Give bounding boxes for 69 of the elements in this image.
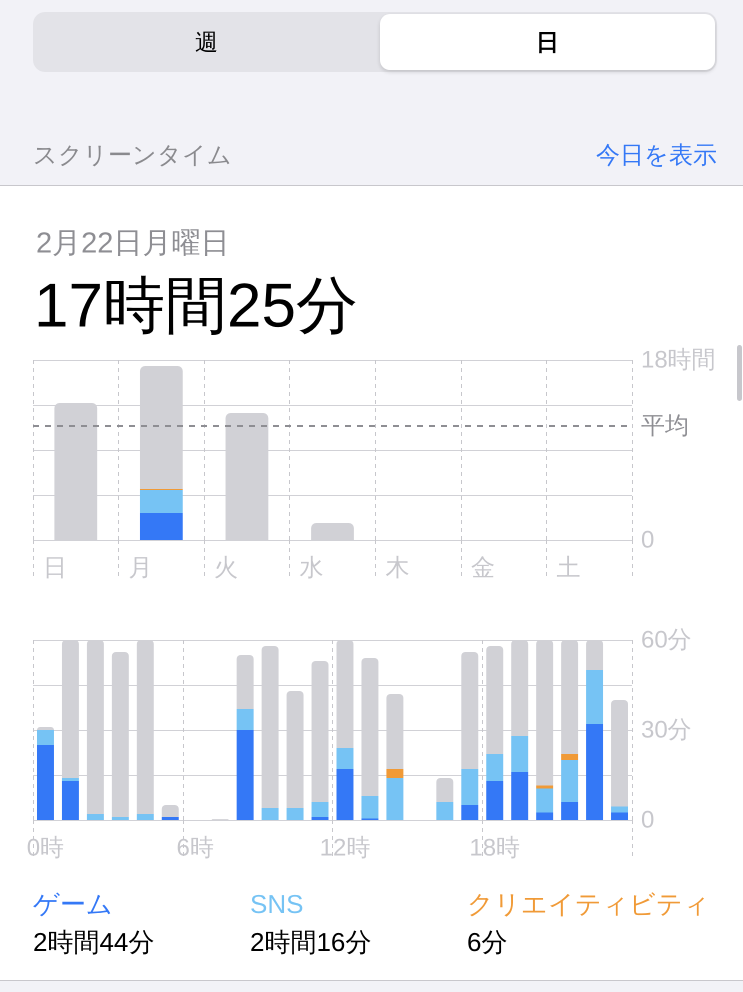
text: 6分 [467,926,508,959]
bar [436,778,454,802]
bar [461,769,478,805]
text: 2時間44分 [33,926,154,959]
x-tick-label: 日 [43,554,67,582]
bar [262,808,279,820]
bar [136,814,154,820]
chart-subtitle: 2月22日月曜日 [36,228,230,260]
y-tick-label: 0 [641,806,654,834]
bar [536,786,554,788]
x-tick-label: 12時 [320,834,370,862]
bar [461,805,478,820]
bar [140,513,183,540]
bar [586,670,604,724]
x-tick-label: 6時 [176,834,214,862]
x-tick-label: 月 [128,554,153,582]
bar [561,760,578,802]
bar [536,812,554,820]
bar [586,724,604,820]
bar [511,736,528,772]
text: クリエイティビティ [467,888,710,921]
bar [162,805,179,817]
bar [361,796,378,818]
bar [436,802,454,820]
bar [162,817,179,820]
bar [236,730,254,820]
x-tick-label: 18時 [469,834,520,862]
bar [112,817,129,820]
y-tick-label: 0 [641,526,654,554]
bar [511,772,528,820]
text: SNS [250,888,304,921]
bar [561,802,578,820]
bar [140,490,183,513]
bar [36,730,54,745]
y-tick-label: 18時間 [641,346,716,374]
bar [312,817,329,820]
chart-title: 17時間25分 [34,272,358,340]
bar [86,814,104,820]
text: 日 [536,28,559,57]
y-tick-label: 60分 [641,626,692,654]
text: ゲーム [33,888,113,921]
text: 今日を表示 [596,141,717,171]
bar [536,788,554,812]
x-tick-label: 火 [214,554,238,582]
bar [611,812,628,820]
bar [36,745,54,820]
text: スクリーンタイム [33,141,232,171]
bar [561,754,578,760]
bar [62,781,79,820]
bar [62,778,79,781]
x-tick-label: 金 [470,554,495,582]
bar [386,778,404,820]
text: 2時間16分 [250,926,372,959]
x-tick-label: 土 [556,554,580,582]
bar [286,808,304,820]
x-tick-label: 水 [300,554,324,582]
text: 週 [195,28,218,57]
bar [486,754,504,781]
bar [486,781,504,820]
bar [336,769,354,820]
bar [312,802,329,817]
bar [611,806,628,812]
x-tick-label: 0時 [26,834,64,862]
ref-line-label: 平均 [641,412,689,440]
bar [336,748,354,769]
x-tick-label: 木 [385,554,410,582]
bar [386,769,404,778]
bar [236,709,254,730]
y-tick-label: 30分 [641,716,692,744]
